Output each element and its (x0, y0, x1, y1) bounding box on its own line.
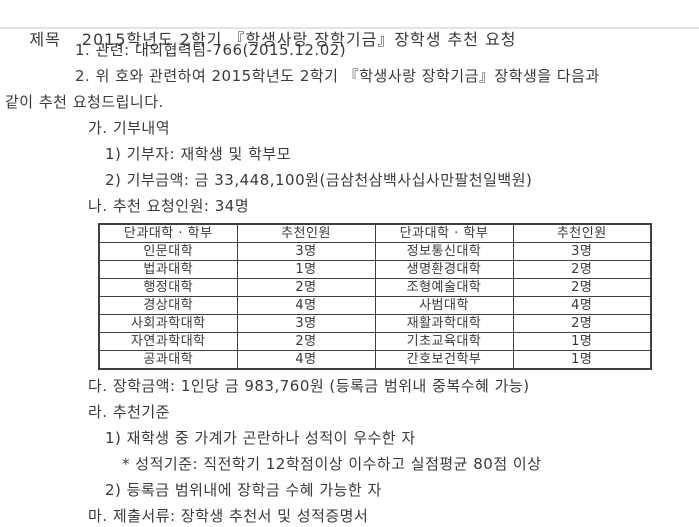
table-cell-count: 3명 (236, 314, 376, 333)
table-cell-college: 공과대학 (98, 350, 238, 370)
table-cell-count: 3명 (512, 242, 652, 261)
table-cell-college: 생명환경대학 (374, 260, 514, 279)
table-cell-count: 1명 (236, 260, 376, 279)
table-header-count-right: 추천인원 (512, 223, 652, 243)
criteria-grade-note: * 성적기준: 직전학기 12학점이상 이수하고 실점평균 80점 이상 (122, 455, 542, 473)
table-row: 인문대학 3명 정보통신대학 3명 (98, 242, 652, 261)
title-text: 2015학년도 2학기 『학생사랑 장학기금』장학생 추천 요청 (81, 30, 517, 49)
table-cell-college: 간호보건학부 (374, 350, 514, 370)
request-body-line-2: 같이 추천 요청드립니다. (5, 93, 164, 111)
table-cell-college: 행정대학 (98, 278, 238, 297)
table-cell-college: 사회과학대학 (98, 314, 238, 333)
table-cell-college: 경상대학 (98, 296, 238, 315)
table-row: 자연과학대학 2명 기초교육대학 1명 (98, 332, 652, 351)
table-cell-count: 3명 (236, 242, 376, 261)
table-cell-count: 2명 (236, 278, 376, 297)
table-row: 법과대학 1명 생명환경대학 2명 (98, 260, 652, 279)
table-row: 공과대학 4명 간호보건학부 1명 (98, 350, 652, 370)
table-cell-college: 재활과학대학 (374, 314, 514, 333)
table-cell-count: 1명 (512, 350, 652, 370)
table-cell-college: 조형예술대학 (374, 278, 514, 297)
table-cell-college: 기초교육대학 (374, 332, 514, 351)
table-row: 행정대학 2명 조형예술대학 2명 (98, 278, 652, 297)
table-cell-count: 2명 (512, 314, 652, 333)
table-header-college-right: 단과대학 · 학부 (374, 223, 514, 243)
table-cell-count: 4명 (236, 296, 376, 315)
title-label: 제목 (29, 30, 61, 49)
table-cell-college: 법과대학 (98, 260, 238, 279)
section-scholarship-amount: 다. 장학금액: 1인당 금 983,760원 (등록금 범위내 중복수혜 가능… (88, 377, 530, 395)
table-cell-count: 2명 (512, 278, 652, 297)
table-cell-count: 4명 (512, 296, 652, 315)
table-cell-count: 4명 (236, 350, 376, 370)
document-title-row: 제목 2015학년도 2학기 『학생사랑 장학기금』장학생 추천 요청 (0, 0, 699, 49)
request-body-line-1: 2. 위 호와 관련하여 2015학년도 2학기 『학생사랑 장학기금』장학생을… (75, 67, 600, 85)
section-recommended-count: 나. 추천 요청인원: 34명 (88, 197, 250, 215)
table-header-row: 단과대학 · 학부 추천인원 단과대학 · 학부 추천인원 (98, 223, 652, 243)
donation-amount-line: 2) 기부금액: 금 33,448,100원(금삼천삼백사십사만팔천일백원) (105, 171, 533, 189)
table-cell-count: 2명 (512, 260, 652, 279)
table-row: 경상대학 4명 사범대학 4명 (98, 296, 652, 315)
section-donation-heading: 가. 기부내역 (88, 119, 171, 137)
table-cell-college: 인문대학 (98, 242, 238, 261)
donor-line: 1) 기부자: 재학생 및 학부모 (105, 145, 292, 163)
table-header-count-left: 추천인원 (236, 223, 376, 243)
section-required-documents: 마. 제출서류: 장학생 추천서 및 성적증명서 (88, 507, 369, 525)
recommendation-table: 단과대학 · 학부 추천인원 단과대학 · 학부 추천인원 인문대학 3명 정보… (98, 223, 652, 370)
document-body: 1. 관련: 대외협력팀-766(2015.12.02) 2. 위 호와 관련하… (0, 29, 699, 527)
table-cell-college: 자연과학대학 (98, 332, 238, 351)
table-header-college-left: 단과대학 · 학부 (98, 223, 238, 243)
criteria-item-1: 1) 재학생 중 가계가 곤란하나 성적이 우수한 자 (105, 429, 416, 447)
table-cell-college: 사범대학 (374, 296, 514, 315)
section-criteria-heading: 라. 추천기준 (88, 403, 171, 421)
related-reference-line: 1. 관련: 대외협력팀-766(2015.12.02) (75, 41, 347, 59)
table-row: 사회과학대학 3명 재활과학대학 2명 (98, 314, 652, 333)
table-cell-count: 1명 (512, 332, 652, 351)
table-cell-count: 2명 (236, 332, 376, 351)
table-cell-college: 정보통신대학 (374, 242, 514, 261)
criteria-item-2: 2) 등록금 범위내에 장학금 수혜 가능한 자 (105, 481, 382, 499)
